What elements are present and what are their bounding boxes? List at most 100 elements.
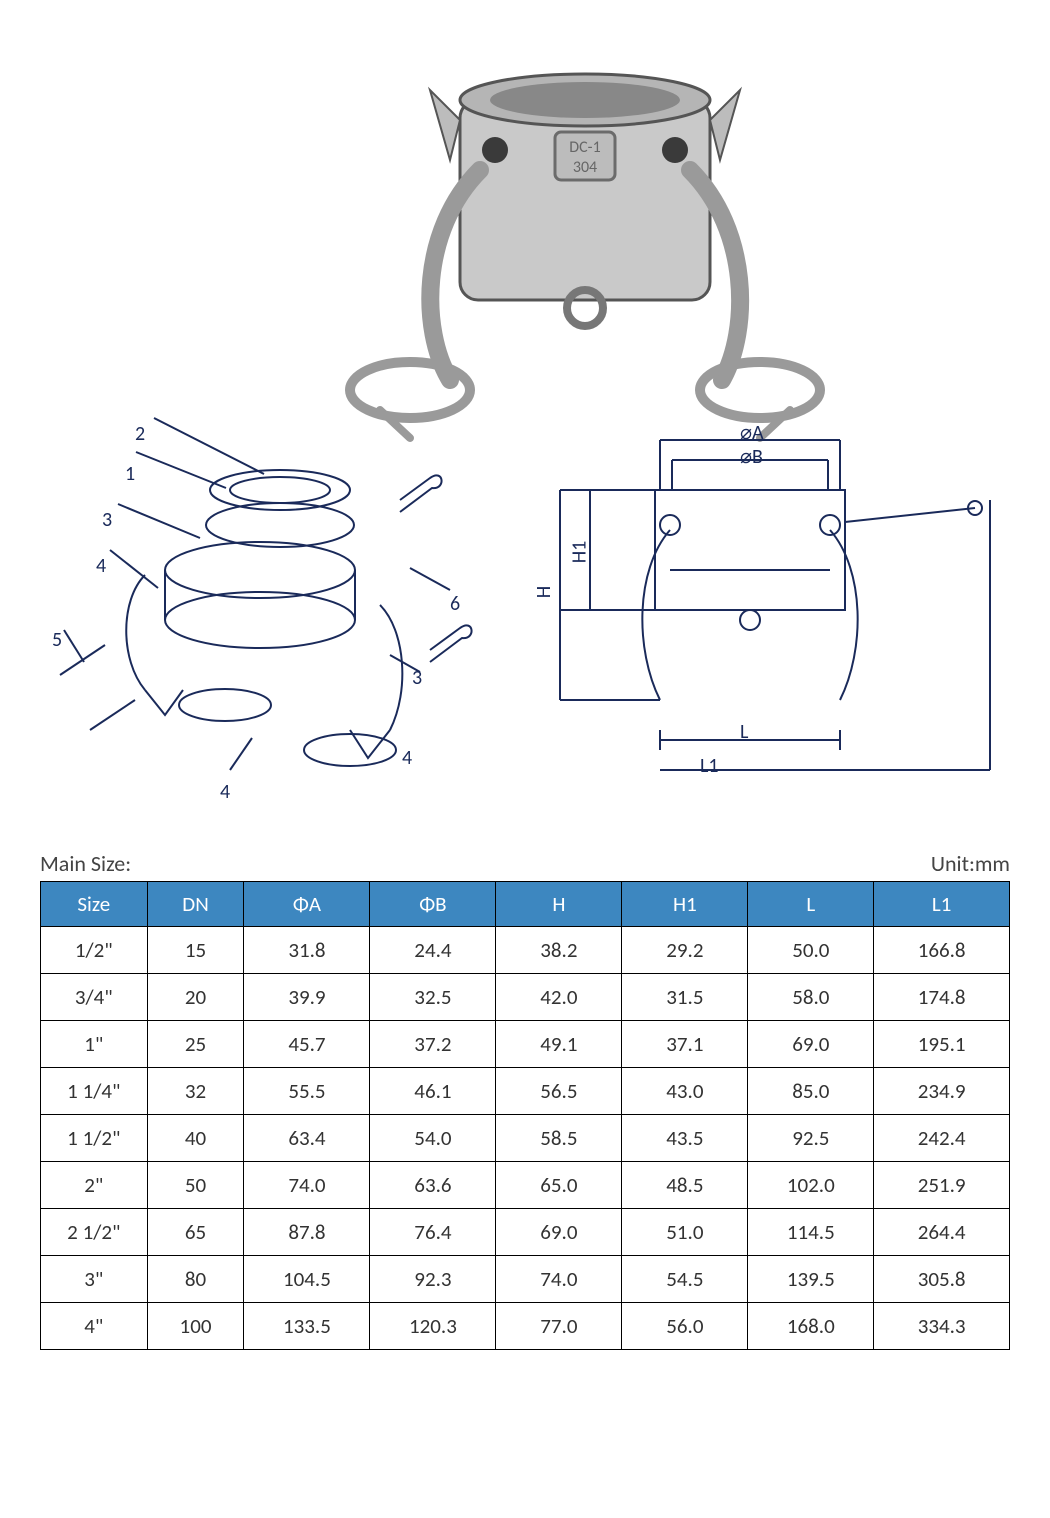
dim-L: L <box>740 720 748 744</box>
table-header-row: Main Size: Unit:mm <box>40 850 1010 877</box>
table-row: 2"5074.063.665.048.5102.0251.9 <box>41 1162 1010 1209</box>
table-cell: 139.5 <box>748 1256 874 1303</box>
table-cell: 43.5 <box>622 1115 748 1162</box>
table-cell: 168.0 <box>748 1303 874 1350</box>
table-cell: 29.2 <box>622 927 748 974</box>
th-phiA: ΦA <box>244 882 370 927</box>
table-cell: 32.5 <box>370 974 496 1021</box>
table-cell: 242.4 <box>874 1115 1010 1162</box>
table-cell: 58.0 <box>748 974 874 1021</box>
table-cell: 2" <box>41 1162 148 1209</box>
table-cell: 3/4" <box>41 974 148 1021</box>
table-cell: 74.0 <box>244 1162 370 1209</box>
callout-2: 2 <box>135 422 145 446</box>
table-cell: 85.0 <box>748 1068 874 1115</box>
table-cell: 37.2 <box>370 1021 496 1068</box>
callout-3b: 3 <box>412 666 422 690</box>
table-cell: 334.3 <box>874 1303 1010 1350</box>
table-cell: 264.4 <box>874 1209 1010 1256</box>
table-cell: 65.0 <box>496 1162 622 1209</box>
th-dn: DN <box>147 882 244 927</box>
table-cell: 92.5 <box>748 1115 874 1162</box>
callout-4: 4 <box>96 554 106 578</box>
exploded-diagram <box>60 418 472 770</box>
dim-phiB: ⌀B <box>740 444 763 469</box>
table-cell: 80 <box>147 1256 244 1303</box>
table-head-row: Size DN ΦA ΦB H H1 L L1 <box>41 882 1010 927</box>
dim-L1: L1 <box>700 754 719 778</box>
th-size: Size <box>41 882 148 927</box>
table-cell: 1/2" <box>41 927 148 974</box>
table-cell: 50.0 <box>748 927 874 974</box>
table-cell: 58.5 <box>496 1115 622 1162</box>
table-cell: 305.8 <box>874 1256 1010 1303</box>
table-cell: 32 <box>147 1068 244 1115</box>
table-cell: 31.8 <box>244 927 370 974</box>
callout-5: 5 <box>52 628 62 652</box>
table-cell: 54.0 <box>370 1115 496 1162</box>
table-row: 1 1/4"3255.546.156.543.085.0234.9 <box>41 1068 1010 1115</box>
table-cell: 4" <box>41 1303 148 1350</box>
th-L1: L1 <box>874 882 1010 927</box>
table-cell: 74.0 <box>496 1256 622 1303</box>
dimension-diagram <box>560 440 990 770</box>
table-cell: 251.9 <box>874 1162 1010 1209</box>
dim-H: H <box>532 586 556 598</box>
table-row: 2 1/2"6587.876.469.051.0114.5264.4 <box>41 1209 1010 1256</box>
table-cell: 174.8 <box>874 974 1010 1021</box>
table-cell: 42.0 <box>496 974 622 1021</box>
table-cell: 63.6 <box>370 1162 496 1209</box>
table-cell: 77.0 <box>496 1303 622 1350</box>
table-cell: 133.5 <box>244 1303 370 1350</box>
table-cell: 102.0 <box>748 1162 874 1209</box>
unit-label: Unit:mm <box>931 850 1010 877</box>
main-size-label: Main Size: <box>40 850 131 877</box>
table-cell: 87.8 <box>244 1209 370 1256</box>
table-cell: 166.8 <box>874 927 1010 974</box>
table-row: 1"2545.737.249.137.169.0195.1 <box>41 1021 1010 1068</box>
table-cell: 46.1 <box>370 1068 496 1115</box>
table-row: 3/4"2039.932.542.031.558.0174.8 <box>41 974 1010 1021</box>
table-cell: 51.0 <box>622 1209 748 1256</box>
table-cell: 120.3 <box>370 1303 496 1350</box>
product-photo: DC-1 304 <box>350 74 820 438</box>
table-row: 3"80104.592.374.054.5139.5305.8 <box>41 1256 1010 1303</box>
table-cell: 37.1 <box>622 1021 748 1068</box>
table-row: 1 1/2"4063.454.058.543.592.5242.4 <box>41 1115 1010 1162</box>
table-cell: 1" <box>41 1021 148 1068</box>
size-table: Size DN ΦA ΦB H H1 L L1 1/2"1531.824.438… <box>40 881 1010 1350</box>
table-cell: 40 <box>147 1115 244 1162</box>
table-cell: 24.4 <box>370 927 496 974</box>
callout-6: 6 <box>450 592 460 616</box>
table-cell: 65 <box>147 1209 244 1256</box>
product-marking-line2: 304 <box>573 158 597 177</box>
table-cell: 100 <box>147 1303 244 1350</box>
callout-3: 3 <box>102 508 112 532</box>
table-cell: 54.5 <box>622 1256 748 1303</box>
table-cell: 195.1 <box>874 1021 1010 1068</box>
table-cell: 39.9 <box>244 974 370 1021</box>
figure-area: DC-1 304 <box>40 30 1010 810</box>
table-cell: 3" <box>41 1256 148 1303</box>
table-cell: 234.9 <box>874 1068 1010 1115</box>
dim-H1: H1 <box>567 541 591 564</box>
product-marking-line1: DC-1 <box>569 138 600 157</box>
table-cell: 50 <box>147 1162 244 1209</box>
th-phiB: ΦB <box>370 882 496 927</box>
table-cell: 20 <box>147 974 244 1021</box>
table-row: 1/2"1531.824.438.229.250.0166.8 <box>41 927 1010 974</box>
table-cell: 45.7 <box>244 1021 370 1068</box>
th-L: L <box>748 882 874 927</box>
table-cell: 38.2 <box>496 927 622 974</box>
table-row: 4"100133.5120.377.056.0168.0334.3 <box>41 1303 1010 1350</box>
table-cell: 104.5 <box>244 1256 370 1303</box>
callout-1: 1 <box>125 462 135 486</box>
callout-4b: 4 <box>220 780 230 804</box>
table-cell: 55.5 <box>244 1068 370 1115</box>
table-cell: 76.4 <box>370 1209 496 1256</box>
table-cell: 43.0 <box>622 1068 748 1115</box>
table-cell: 69.0 <box>496 1209 622 1256</box>
th-H: H <box>496 882 622 927</box>
table-cell: 49.1 <box>496 1021 622 1068</box>
table-cell: 31.5 <box>622 974 748 1021</box>
